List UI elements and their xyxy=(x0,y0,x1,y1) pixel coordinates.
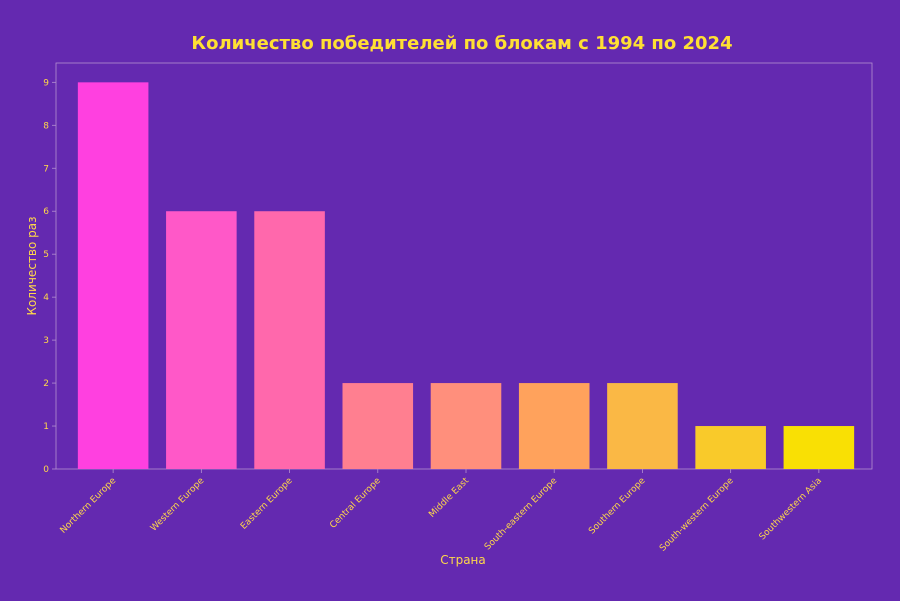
y-tick-label: 1 xyxy=(43,422,49,432)
y-tick-label: 6 xyxy=(43,207,49,217)
bar xyxy=(166,211,237,469)
bar xyxy=(695,426,766,469)
bar xyxy=(518,383,590,469)
bar xyxy=(607,383,678,469)
bar xyxy=(77,82,149,469)
y-tick-label: 9 xyxy=(43,78,49,88)
bars-group xyxy=(77,82,855,469)
y-tick-label: 4 xyxy=(43,293,49,303)
bar xyxy=(783,426,855,469)
y-tick-label: 7 xyxy=(43,164,49,174)
y-tick-label: 2 xyxy=(43,379,49,389)
y-tick-label: 5 xyxy=(43,250,49,260)
y-axis-label: Количество раз xyxy=(25,217,39,316)
y-tick-label: 0 xyxy=(43,465,49,475)
bar xyxy=(430,383,502,469)
x-axis-label: Страна xyxy=(440,553,486,567)
bar xyxy=(254,211,325,469)
y-axis: 0 1 2 3 4 5 6 7 8 9 xyxy=(43,78,56,475)
bar xyxy=(342,383,414,469)
y-tick-label: 3 xyxy=(43,336,49,346)
chart-title: Количество победителей по блокам с 1994 … xyxy=(191,33,732,54)
y-tick-label: 8 xyxy=(43,121,49,131)
